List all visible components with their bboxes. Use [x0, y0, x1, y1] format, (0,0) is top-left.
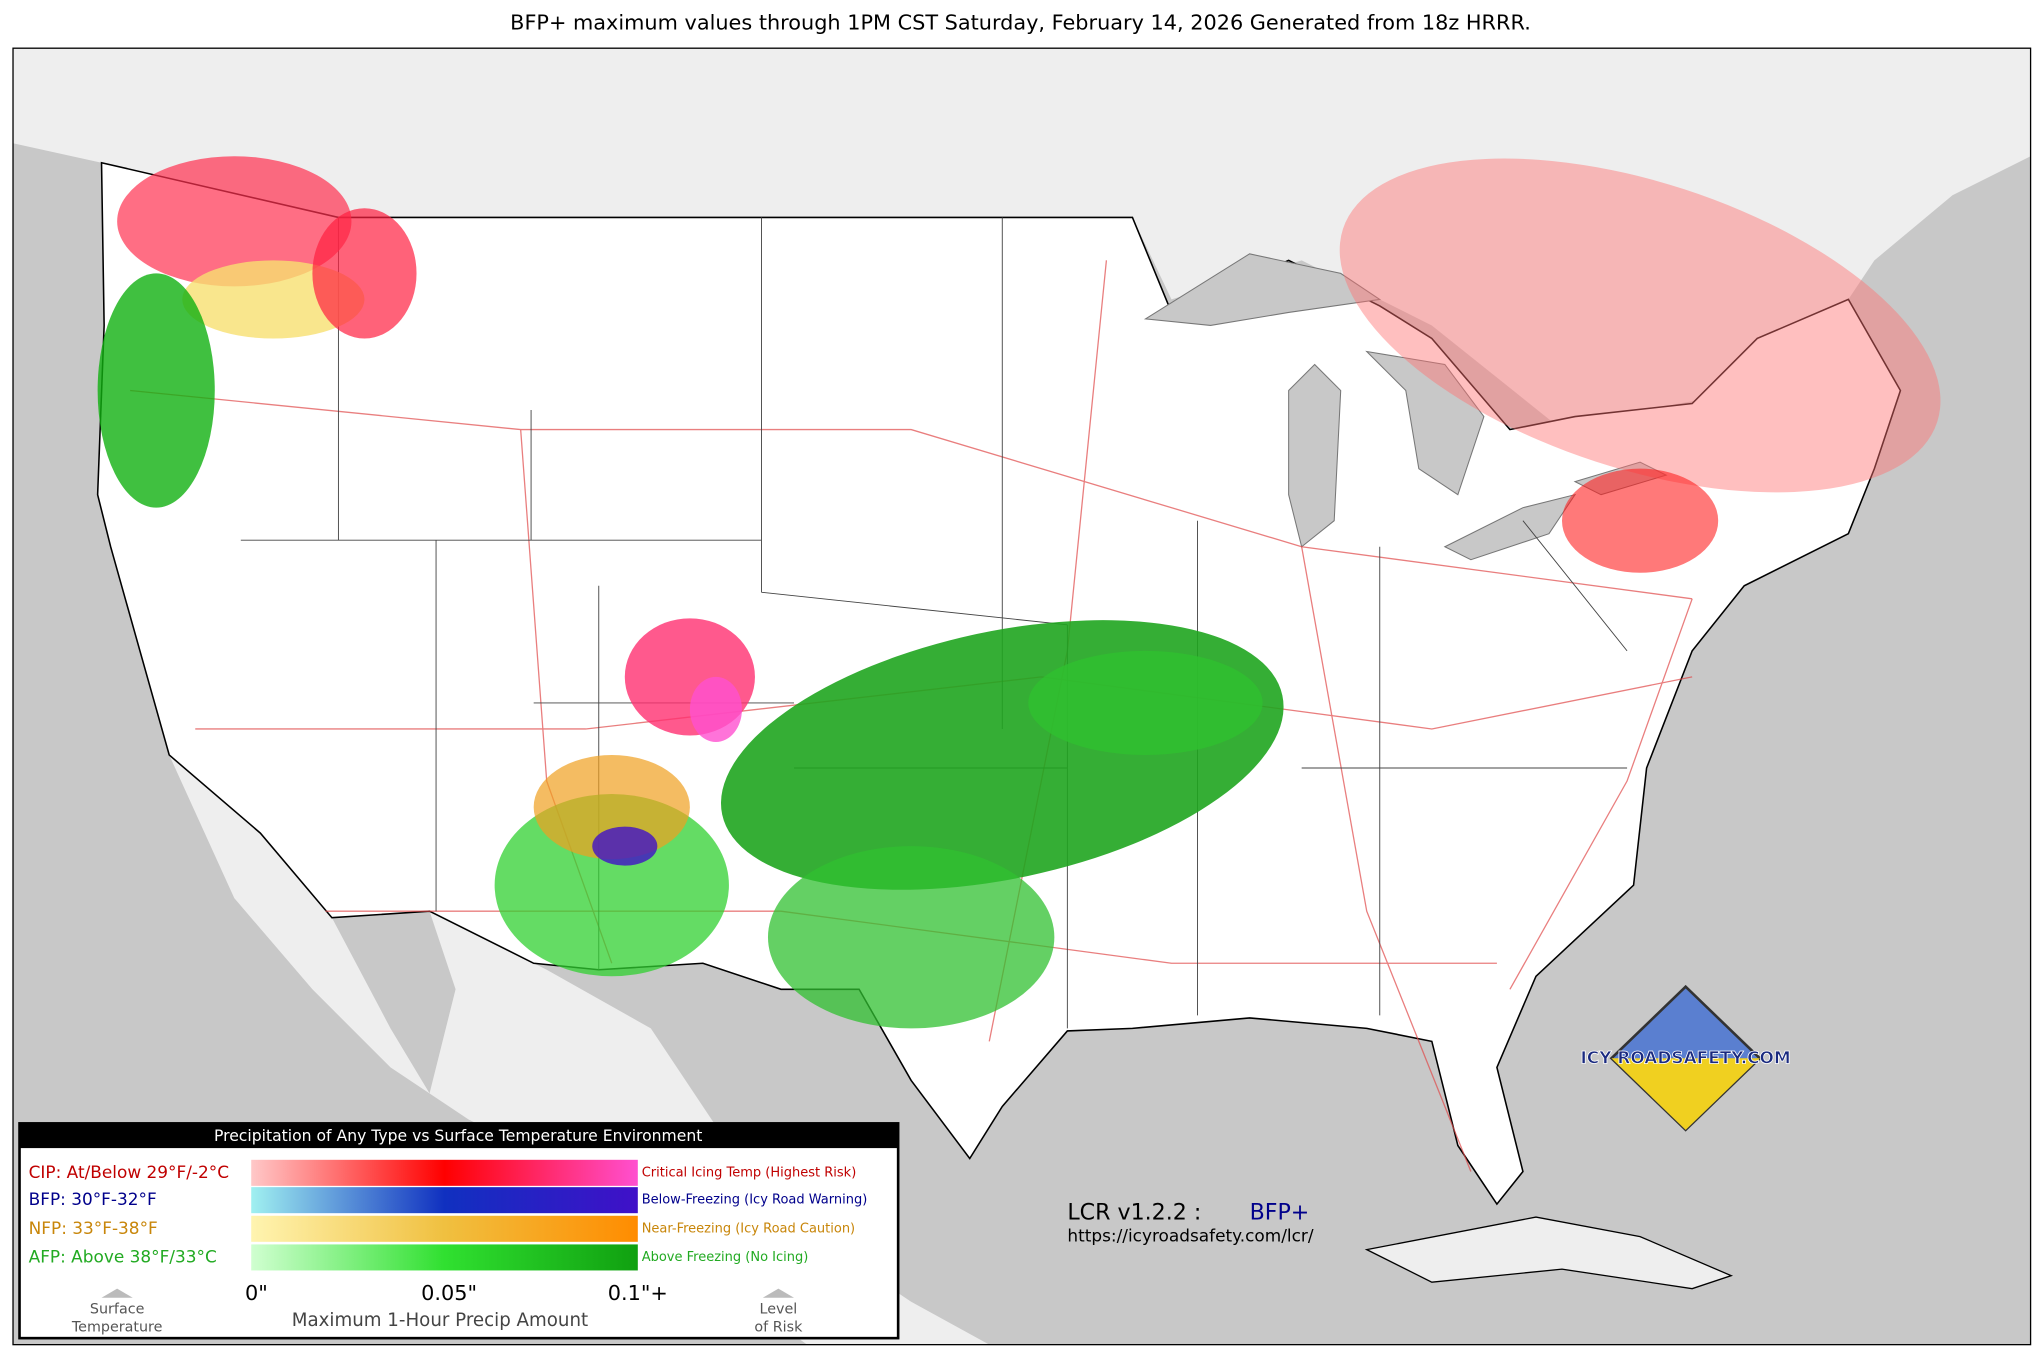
marker-triangle — [101, 1288, 133, 1298]
scale-label: 0.05" — [421, 1281, 477, 1305]
url-label: https://icyroadsafety.com/lcr/ — [1067, 1226, 1313, 1246]
row-description: Near-Freezing (Icy Road Caution) — [642, 1221, 855, 1236]
legend-header — [19, 1123, 899, 1149]
mexico-land — [169, 754, 990, 1345]
left-marker: Surface — [90, 1302, 145, 1318]
product-label: BFP+ — [1250, 1200, 1310, 1226]
map-frame — [12, 47, 2032, 1346]
row-label: AFP: Above 38°F/33°C — [29, 1246, 217, 1266]
gradient-bar — [251, 1244, 638, 1271]
logo: ICY ROADSAFETY.COM — [1580, 984, 1791, 1132]
right-marker: Level — [760, 1302, 798, 1318]
row-description: Below-Freezing (Icy Road Warning) — [642, 1193, 868, 1208]
right-marker: of Risk — [754, 1320, 803, 1336]
map-area — [12, 47, 2032, 1346]
row-description: Critical Icing Temp (Highest Risk) — [642, 1165, 857, 1180]
cuba — [1364, 1216, 1734, 1290]
legend: Precipitation of Any Type vs Surface Tem… — [18, 1122, 900, 1340]
gradient-bar — [251, 1187, 638, 1214]
title: BFP+ maximum values through 1PM CST Satu… — [510, 10, 1531, 34]
gradient-bar — [251, 1159, 638, 1186]
axis-label: Maximum 1-Hour Precip Amount — [292, 1310, 588, 1331]
row-label: CIP: At/Below 29°F/-2°C — [29, 1162, 229, 1182]
marker-triangle — [762, 1288, 795, 1298]
gradient-bar — [251, 1215, 638, 1242]
version-label: LCR v1.2.2 : — [1067, 1200, 1201, 1226]
row-label: NFP: 33°F-38°F — [29, 1218, 158, 1238]
row-description: Above Freezing (No Icing) — [642, 1250, 809, 1265]
scale-label: 0.1"+ — [608, 1281, 668, 1305]
logo-text: ICY ROADSAFETY.COM — [1581, 1047, 1791, 1067]
scale-label: 0" — [245, 1281, 268, 1305]
canada-land — [13, 48, 2031, 430]
left-marker: Temperature — [71, 1320, 163, 1336]
precipitation — [97, 156, 1941, 1029]
legend-title: Precipitation of Any Type vs Surface Tem… — [214, 1127, 702, 1145]
row-label: BFP: 30°F-32°F — [29, 1189, 157, 1209]
